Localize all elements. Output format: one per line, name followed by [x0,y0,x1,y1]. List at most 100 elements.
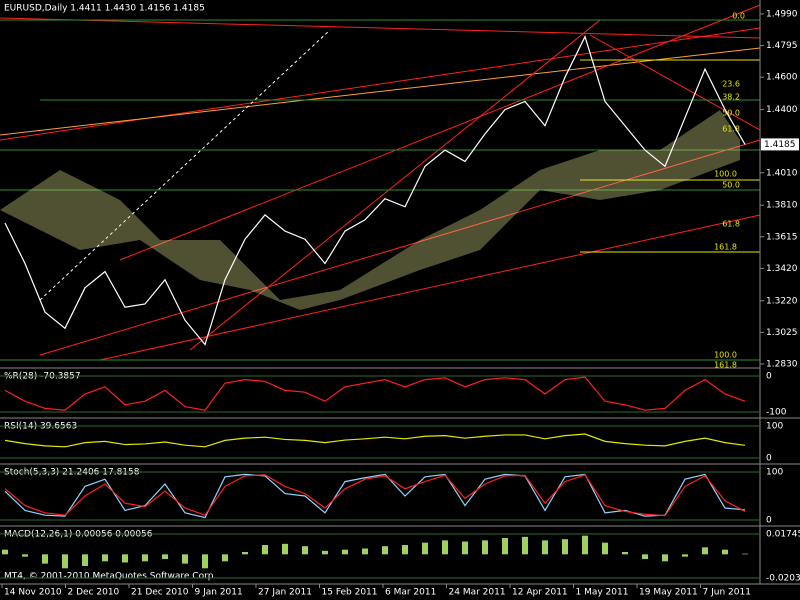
x-tick-label: 12 Apr 2011 [512,588,568,598]
ichimoku-cloud [0,110,740,310]
y-tick-label: 1.4795 [766,41,798,51]
indicator-bar [242,551,248,555]
x-tick-label: 19 May 2011 [639,588,698,598]
y-tick-label: 1.2830 [766,359,798,369]
y-tick-label: 1.3420 [766,264,798,274]
x-tick-label: 21 Dec 2010 [131,588,189,598]
indicator-bar [142,554,148,562]
last-price-label: 1.4185 [764,140,796,150]
x-tick-label: 24 Mar 2011 [449,588,506,598]
indicator-bar [662,554,668,562]
indicator-bar [502,538,508,555]
fib-label: 61.8 [722,220,740,229]
indicator-bar [642,554,648,559]
y-tick-label: 1.3220 [766,296,798,306]
indicator-bar [42,554,48,564]
indicator-line [4,376,746,411]
y-tick-label: 1.4010 [766,168,798,178]
x-tick-label: 1 May 2011 [576,588,629,598]
indicator-bar [702,547,708,555]
trend-line [189,19,601,351]
fib-label: 100.0 [714,351,737,360]
trend-lines [0,4,761,361]
indicator-bar [302,546,308,555]
indicator-line [4,473,746,519]
fib-label: 0.0 [732,12,745,21]
indicator-bar [222,554,228,562]
indicator-bar [262,545,268,555]
indicator-bar [342,549,348,555]
indicator-bar [382,546,388,555]
trend-line [0,27,761,141]
y-tick-label: -100 [766,408,787,418]
x-tick-label: 6 Mar 2011 [385,588,436,598]
fib-label: 61.8 [722,125,740,134]
last-price-box [761,138,799,151]
indicator-bar [102,554,108,562]
y-tick-label: 1.3025 [766,328,798,338]
fib-label: 38.2 [722,93,740,102]
trend-line [0,17,761,39]
y-tick-label: 100 [766,422,783,432]
y-tick-label: 1.4990 [766,9,798,19]
trend-line [589,34,761,131]
indicator-bar [282,543,288,555]
indicator-bar [402,545,408,555]
y-tick-label: 0.01745 [766,530,800,540]
y-tick-label: 1.4400 [766,105,798,115]
indicator-bar [82,554,88,566]
y-tick-label: 1.3810 [766,201,798,211]
indicator-bar [2,549,8,555]
fib-label: 161.8 [714,361,737,370]
trend-line [119,4,761,261]
footer: MT4, © 2001-2010 MetaQuotes Software Cor… [4,572,216,582]
indicator-bar [322,550,328,555]
indicator-bar [422,542,428,555]
x-tick-label: 15 Feb 2011 [322,588,378,598]
x-tick-label: 27 Jan 2011 [258,588,312,598]
y-tick-label: 0 [766,454,772,464]
x-tick-label: 9 Jan 2011 [195,588,243,598]
indicator-line [4,433,746,448]
y-tick-label: 0 [766,372,772,382]
fib-label: 161.8 [714,243,737,252]
indicator-bar [462,541,468,555]
x-tick-label: 2 Dec 2010 [68,588,120,598]
indicator-bar [682,554,688,557]
indicator-bar [622,551,628,555]
trend-line [0,47,761,136]
indicator-bar [122,554,128,563]
y-tick-label: 100 [766,468,783,478]
indicator-bar [22,554,28,557]
fib-label: 23.6 [722,80,740,89]
indicator-bar [582,535,588,555]
indicator-bar [522,536,528,555]
fib-label: 50.0 [722,181,740,190]
y-tick-label: 1.4600 [766,73,798,83]
y-tick-label: -0.02032 [766,574,800,584]
indicator-bar [182,554,188,564]
y-tick-label: 0 [766,516,772,526]
indicator-bar [442,540,448,555]
indicator-bar [362,548,368,555]
x-tick-label: 7 Jun 2011 [703,588,751,598]
indicator-bar [562,539,568,555]
indicator-bar [62,554,68,569]
signal-line [4,474,746,517]
price-line [4,35,746,346]
indicator-bar [162,554,168,559]
indicator-bar [742,553,748,555]
chart-title: EURUSD,Daily 1.4411 1.4430 1.4156 1.4185 [4,4,205,14]
trend-line [39,139,761,356]
indicator-bar [602,542,608,555]
fib-label: 50.0 [722,109,740,118]
indicator-bar [202,554,208,569]
fib-label: 100.0 [714,170,737,179]
x-tick-label: 14 Nov 2010 [4,588,62,598]
trend-line [39,29,331,301]
trend-line [99,214,761,361]
indicator-bar [482,540,488,555]
indicator-bar [542,540,548,555]
